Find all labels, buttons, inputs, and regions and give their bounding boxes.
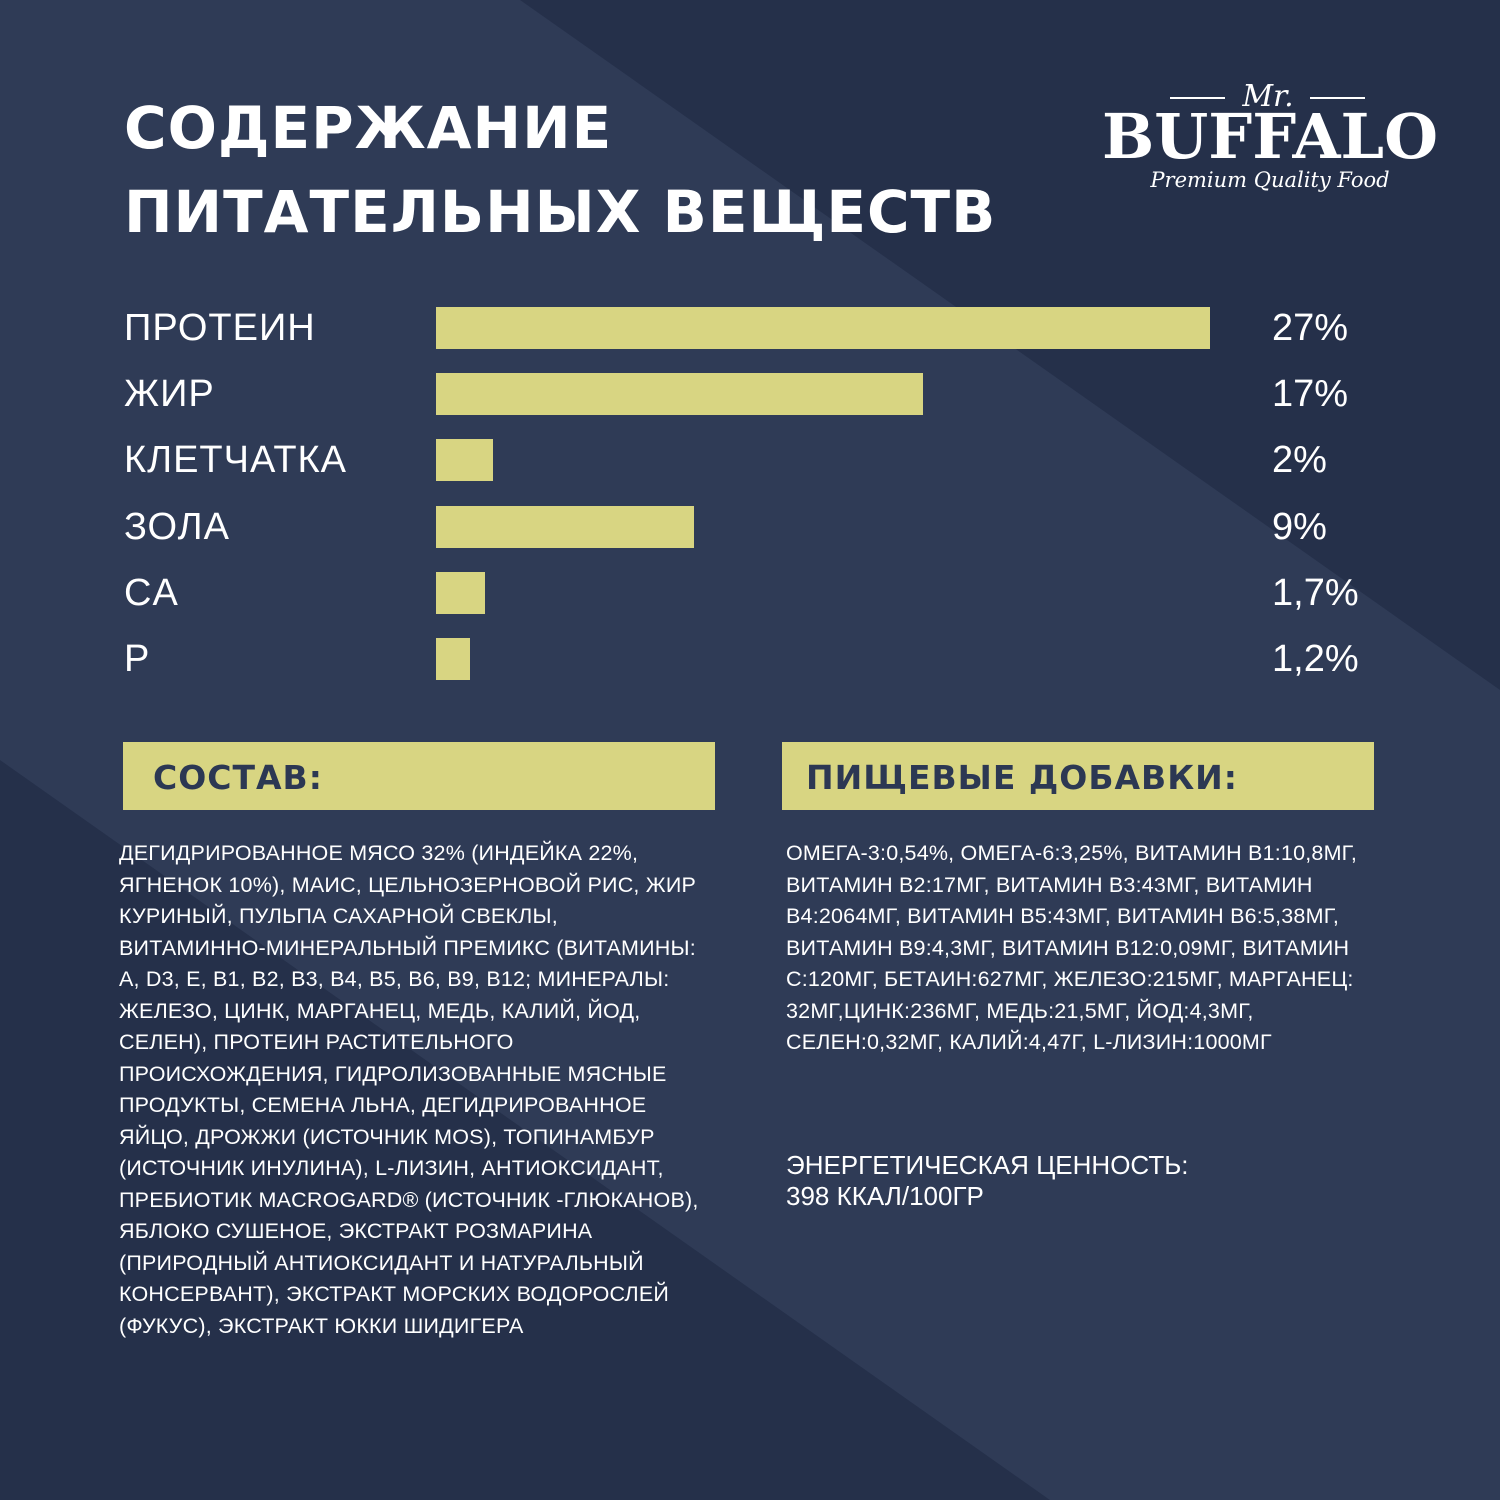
- nutrient-bar: [436, 505, 694, 548]
- title-line-1: СОДЕРЖАНИЕ: [124, 94, 613, 162]
- brand-logo: Mr. BUFFALO Premium Quality Food: [1102, 79, 1438, 192]
- nutrient-label: ЗОЛА: [124, 505, 230, 548]
- nutrient-row: CA 1,7%: [0, 565, 1500, 621]
- nutrient-bar: [436, 373, 923, 416]
- additives-heading: ПИЩЕВЫЕ ДОБАВКИ:: [806, 758, 1238, 797]
- nutrient-value: 1,2%: [1272, 638, 1359, 680]
- nutrient-label: ПРОТЕИН: [124, 307, 316, 349]
- nutrient-bar: [436, 307, 1210, 349]
- nutrient-value: 2%: [1272, 439, 1327, 482]
- nutrient-label: ЖИР: [124, 373, 215, 416]
- nutrient-bar: [436, 571, 485, 614]
- page-title: СОДЕРЖАНИЕ ПИТАТЕЛЬНЫХ ВЕЩЕСТВ: [124, 86, 996, 254]
- composition-header: СОСТАВ:: [123, 742, 715, 810]
- energy-value-block: ЭНЕРГЕТИЧЕСКАЯ ЦЕННОСТЬ: 398 ККАЛ/100ГР: [786, 1150, 1189, 1212]
- nutrient-bar: [436, 439, 493, 482]
- title-line-2: ПИТАТЕЛЬНЫХ ВЕЩЕСТВ: [124, 178, 997, 246]
- nutrient-label: P: [124, 638, 151, 680]
- logo-tagline: Premium Quality Food: [1149, 168, 1389, 192]
- energy-label: ЭНЕРГЕТИЧЕСКАЯ ЦЕННОСТЬ:: [786, 1150, 1189, 1180]
- logo-prefix: Mr.: [1241, 79, 1293, 114]
- nutrient-value: 27%: [1272, 307, 1349, 349]
- nutrient-value: 1,7%: [1272, 571, 1359, 614]
- nutrient-row: КЛЕТЧАТКА 2%: [0, 432, 1500, 488]
- additives-header: ПИЩЕВЫЕ ДОБАВКИ:: [782, 742, 1374, 810]
- nutrient-row: ЖИР 17%: [0, 366, 1500, 422]
- composition-heading: СОСТАВ:: [153, 758, 323, 797]
- nutrient-row: ЗОЛА 9%: [0, 499, 1500, 555]
- nutrient-bar: [436, 638, 470, 680]
- composition-text: ДЕГИДРИРОВАННОЕ МЯСО 32% (ИНДЕЙКА 22%, Я…: [119, 841, 699, 1338]
- additives-text: ОМЕГА-3:0,54%, ОМЕГА-6:3,25%, ВИТАМИН B1…: [786, 841, 1358, 1054]
- nutrient-row: P 1,2%: [0, 631, 1500, 687]
- nutrient-label: CA: [124, 571, 179, 614]
- nutrient-value: 17%: [1272, 373, 1349, 416]
- logo-name: BUFFALO: [1102, 100, 1438, 173]
- energy-value: 398 ККАЛ/100ГР: [786, 1181, 984, 1211]
- nutrient-value: 9%: [1272, 505, 1327, 548]
- nutrient-label: КЛЕТЧАТКА: [124, 439, 348, 482]
- nutrient-row: ПРОТЕИН 27%: [0, 300, 1500, 356]
